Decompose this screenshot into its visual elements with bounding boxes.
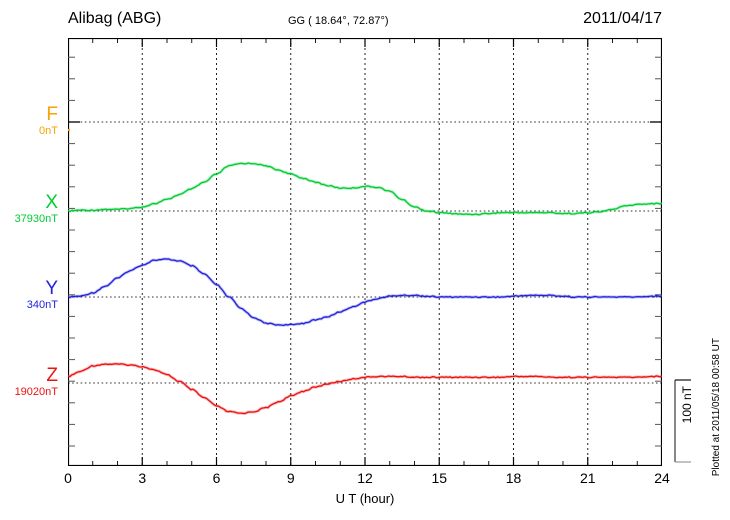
plot-frame <box>68 38 662 466</box>
component-letter-z: Z <box>46 365 58 386</box>
observation-date: 2011/04/17 <box>583 10 662 27</box>
plot-canvas <box>68 38 662 466</box>
component-label-z: Z 19020nT <box>15 366 58 398</box>
station-title: Alibag (ABG) <box>68 10 162 27</box>
x-tick-label: 12 <box>357 470 373 486</box>
scale-bar <box>674 379 691 463</box>
scale-bar-label: 100 nT <box>680 386 694 424</box>
x-tick-label: 0 <box>64 470 72 486</box>
x-tick-label: 15 <box>431 470 448 486</box>
trace-z <box>68 363 662 415</box>
x-tick-label: 21 <box>579 470 596 486</box>
component-label-x: X 37930nT <box>15 193 58 225</box>
x-axis-title: U T (hour) <box>335 491 395 506</box>
component-letter-x: X <box>45 192 58 213</box>
component-baseline-x: 37930nT <box>14 213 58 225</box>
x-tick-label: 24 <box>654 470 670 486</box>
trace-y <box>68 258 662 327</box>
component-letter-f: F <box>46 104 58 125</box>
geographic-coordinates: GG ( 18.64°, 72.87°) <box>288 15 389 27</box>
component-baseline-z: 19020nT <box>14 386 58 398</box>
x-tick-label: 9 <box>286 470 295 486</box>
x-tick-label: 18 <box>505 470 522 486</box>
magnetogram-plot <box>68 38 662 466</box>
trace-x <box>68 162 662 216</box>
x-tick-label: 6 <box>212 470 221 486</box>
x-tick-label: 3 <box>138 470 147 486</box>
component-label-y: Y 340nT <box>27 279 58 311</box>
component-letter-y: Y <box>45 278 58 299</box>
component-baseline-f: 0nT <box>39 125 58 137</box>
component-baseline-y: 340nT <box>26 299 58 311</box>
plotted-at-stamp: Plotted at 2011/05/18 00:58 UT <box>711 338 722 477</box>
component-label-f: F 0nT <box>39 105 58 137</box>
